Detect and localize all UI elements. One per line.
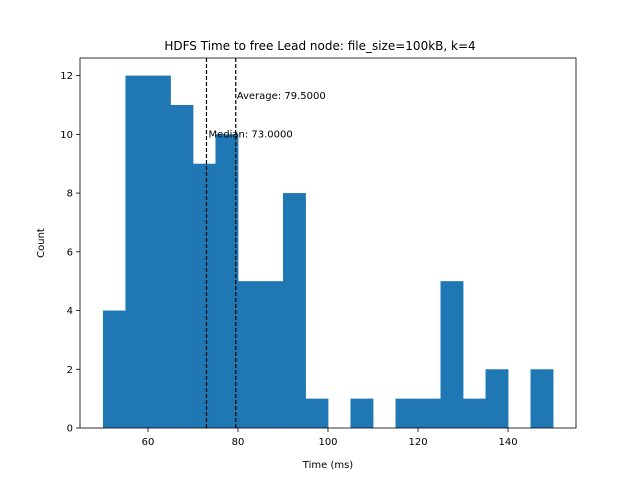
y-tick-label: 0 [67,424,73,435]
y-tick-label: 8 [67,189,73,200]
annotations: Median: 73.0000 Average: 79.5000 [208,91,325,140]
y-axis-ticks: 0 2 4 6 8 10 12 [60,71,80,435]
histogram-bar [530,369,554,428]
histogram-bar [305,398,329,428]
histogram-bar [260,281,284,428]
average-annotation: Average: 79.5000 [237,91,326,102]
chart-title: HDFS Time to free Lead node: file_size=1… [164,39,475,53]
x-tick-label: 120 [408,437,427,448]
histogram-bar [237,281,261,428]
x-tick-label: 60 [142,437,155,448]
histogram-bar [125,75,149,428]
x-tick-label: 100 [318,437,337,448]
y-tick-label: 10 [60,130,73,141]
bars-group [102,75,554,428]
histogram-bar [395,398,419,428]
y-tick-label: 6 [67,247,73,258]
histogram-bar [440,281,464,428]
median-annotation: Median: 73.0000 [208,129,292,140]
x-axis-label: Time (ms) [302,460,354,471]
histogram-bar [102,310,126,428]
y-tick-label: 4 [67,306,73,317]
x-tick-label: 80 [232,437,245,448]
histogram-bar [170,104,194,428]
y-axis-label: Count [36,228,47,258]
histogram-bar [485,369,509,428]
y-tick-label: 12 [60,71,73,82]
histogram-bar [350,398,374,428]
histogram-bar [463,398,486,428]
x-axis-ticks: 60 80 100 120 140 [142,428,518,448]
histogram-bar [215,134,239,428]
x-tick-label: 140 [498,437,517,448]
histogram-bar [418,398,441,428]
y-tick-label: 2 [67,365,73,376]
histogram-bar [192,163,216,428]
histogram-bar [282,193,306,428]
reference-lines [205,58,237,428]
histogram-bar [147,75,171,428]
